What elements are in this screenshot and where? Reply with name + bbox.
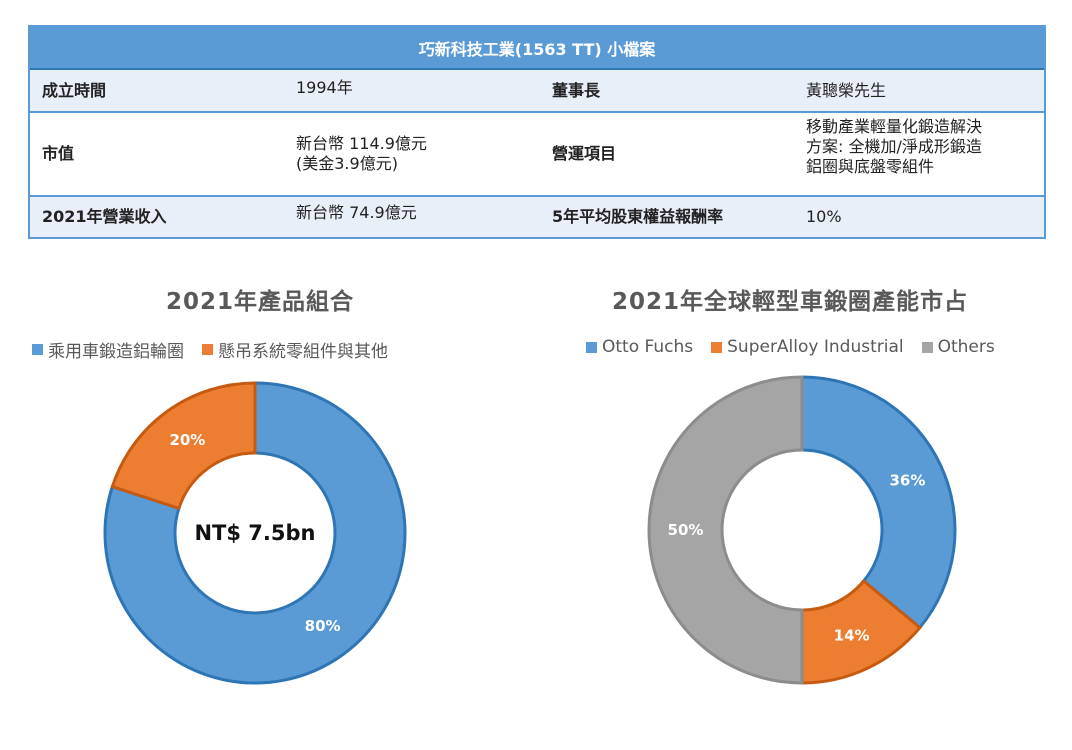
donut-chart-product-mix: 80% 20% NT$ 7.5bn — [103, 381, 407, 685]
legend-item-suspension: 懸吊系統零組件與其他 — [202, 337, 388, 362]
value-market-cap-line-1: 新台幣 114.9億元 — [296, 134, 427, 153]
donut-slice-segment-0 — [103, 381, 407, 685]
legend-item-others: Others — [921, 337, 995, 357]
legend-label: 懸吊系統零組件與其他 — [218, 342, 388, 362]
slice-data-label-0: 36% — [889, 471, 925, 489]
donut-slice-otto-fuchs-0 — [800, 375, 957, 630]
label-chairman: 董事長 — [552, 80, 601, 100]
donut-slice-others-2 — [647, 375, 804, 685]
legend-product-mix: 乘用車鍛造鋁輪圈 懸吊系統零組件與其他 — [32, 337, 406, 362]
value-market-cap: 新台幣 114.9億元 (美金3.9億元) — [284, 113, 538, 195]
slice-data-label-1: 14% — [834, 626, 870, 644]
profile-row-founded: 成立時間 1994年 董事長 黃聰榮先生 — [30, 70, 1044, 113]
legend-item-passenger-wheels: 乘用車鍛造鋁輪圈 — [32, 337, 184, 362]
legend-label: 乘用車鍛造鋁輪圈 — [48, 342, 184, 362]
donut-slice-segment-1 — [110, 381, 257, 511]
value-roe-line: 10% — [806, 207, 842, 226]
legend-market-share: Otto Fuchs SuperAlloy Industrial Others — [586, 337, 1013, 357]
value-roe: 10% — [792, 197, 1044, 237]
value-founded-line: 1994年 — [296, 78, 353, 97]
legend-item-otto-fuchs: Otto Fuchs — [586, 337, 693, 357]
legend-swatch — [202, 344, 213, 355]
legend-swatch — [586, 341, 597, 353]
legend-swatch — [921, 341, 933, 353]
label-founded: 成立時間 — [42, 80, 107, 100]
profile-row-revenue: 2021年營業收入 新台幣 74.9億元 5年平均股東權益報酬率 10% — [30, 197, 1044, 237]
label-business: 營運項目 — [552, 144, 617, 163]
slice-data-label-0: 80% — [305, 617, 341, 635]
slice-data-label-2: 50% — [668, 521, 704, 539]
value-business-line-2: 方案: 全機加/淨成形鍛造 — [806, 137, 982, 156]
label-market-cap: 市值 — [42, 144, 75, 163]
value-chairman-line: 黃聰榮先生 — [806, 80, 887, 100]
chart-title-product-mix: 2021年產品組合 — [165, 289, 354, 315]
profile-row-market-cap: 市值 新台幣 114.9億元 (美金3.9億元) 營運項目 移動產業輕量化鍛造解… — [30, 113, 1044, 197]
donut-chart-market-share: 36% 14% 50% — [647, 375, 957, 685]
value-revenue-line: 新台幣 74.9億元 — [296, 203, 417, 222]
value-founded: 1994年 — [284, 70, 538, 111]
legend-swatch — [32, 344, 43, 355]
value-business-line-1: 移動產業輕量化鍛造解決 — [806, 117, 983, 136]
legend-label: Others — [937, 337, 995, 357]
profile-title: 巧新科技工業(1563 TT) 小檔案 — [30, 27, 1044, 70]
value-business-line-3: 鋁圈與底盤零組件 — [806, 157, 935, 176]
value-business: 移動產業輕量化鍛造解決 方案: 全機加/淨成形鍛造 鋁圈與底盤零組件 — [792, 113, 1044, 195]
legend-item-superalloy: SuperAlloy Industrial — [711, 337, 904, 357]
value-chairman: 黃聰榮先生 — [792, 70, 1044, 111]
legend-swatch — [711, 341, 723, 353]
donut-center-label: NT$ 7.5bn — [194, 521, 315, 545]
value-market-cap-line-2: (美金3.9億元) — [296, 154, 398, 173]
legend-label: Otto Fuchs — [602, 337, 694, 357]
label-revenue: 2021年營業收入 — [42, 207, 167, 226]
legend-label: SuperAlloy Industrial — [727, 337, 904, 357]
value-revenue: 新台幣 74.9億元 — [284, 197, 538, 237]
company-profile-table: 巧新科技工業(1563 TT) 小檔案 成立時間 1994年 董事長 黃聰榮先生… — [28, 25, 1046, 239]
slice-data-label-1: 20% — [169, 431, 205, 449]
label-roe: 5年平均股東權益報酬率 — [552, 207, 724, 226]
chart-title-market-share: 2021年全球輕型車鍛圈產能市占 — [611, 289, 968, 315]
